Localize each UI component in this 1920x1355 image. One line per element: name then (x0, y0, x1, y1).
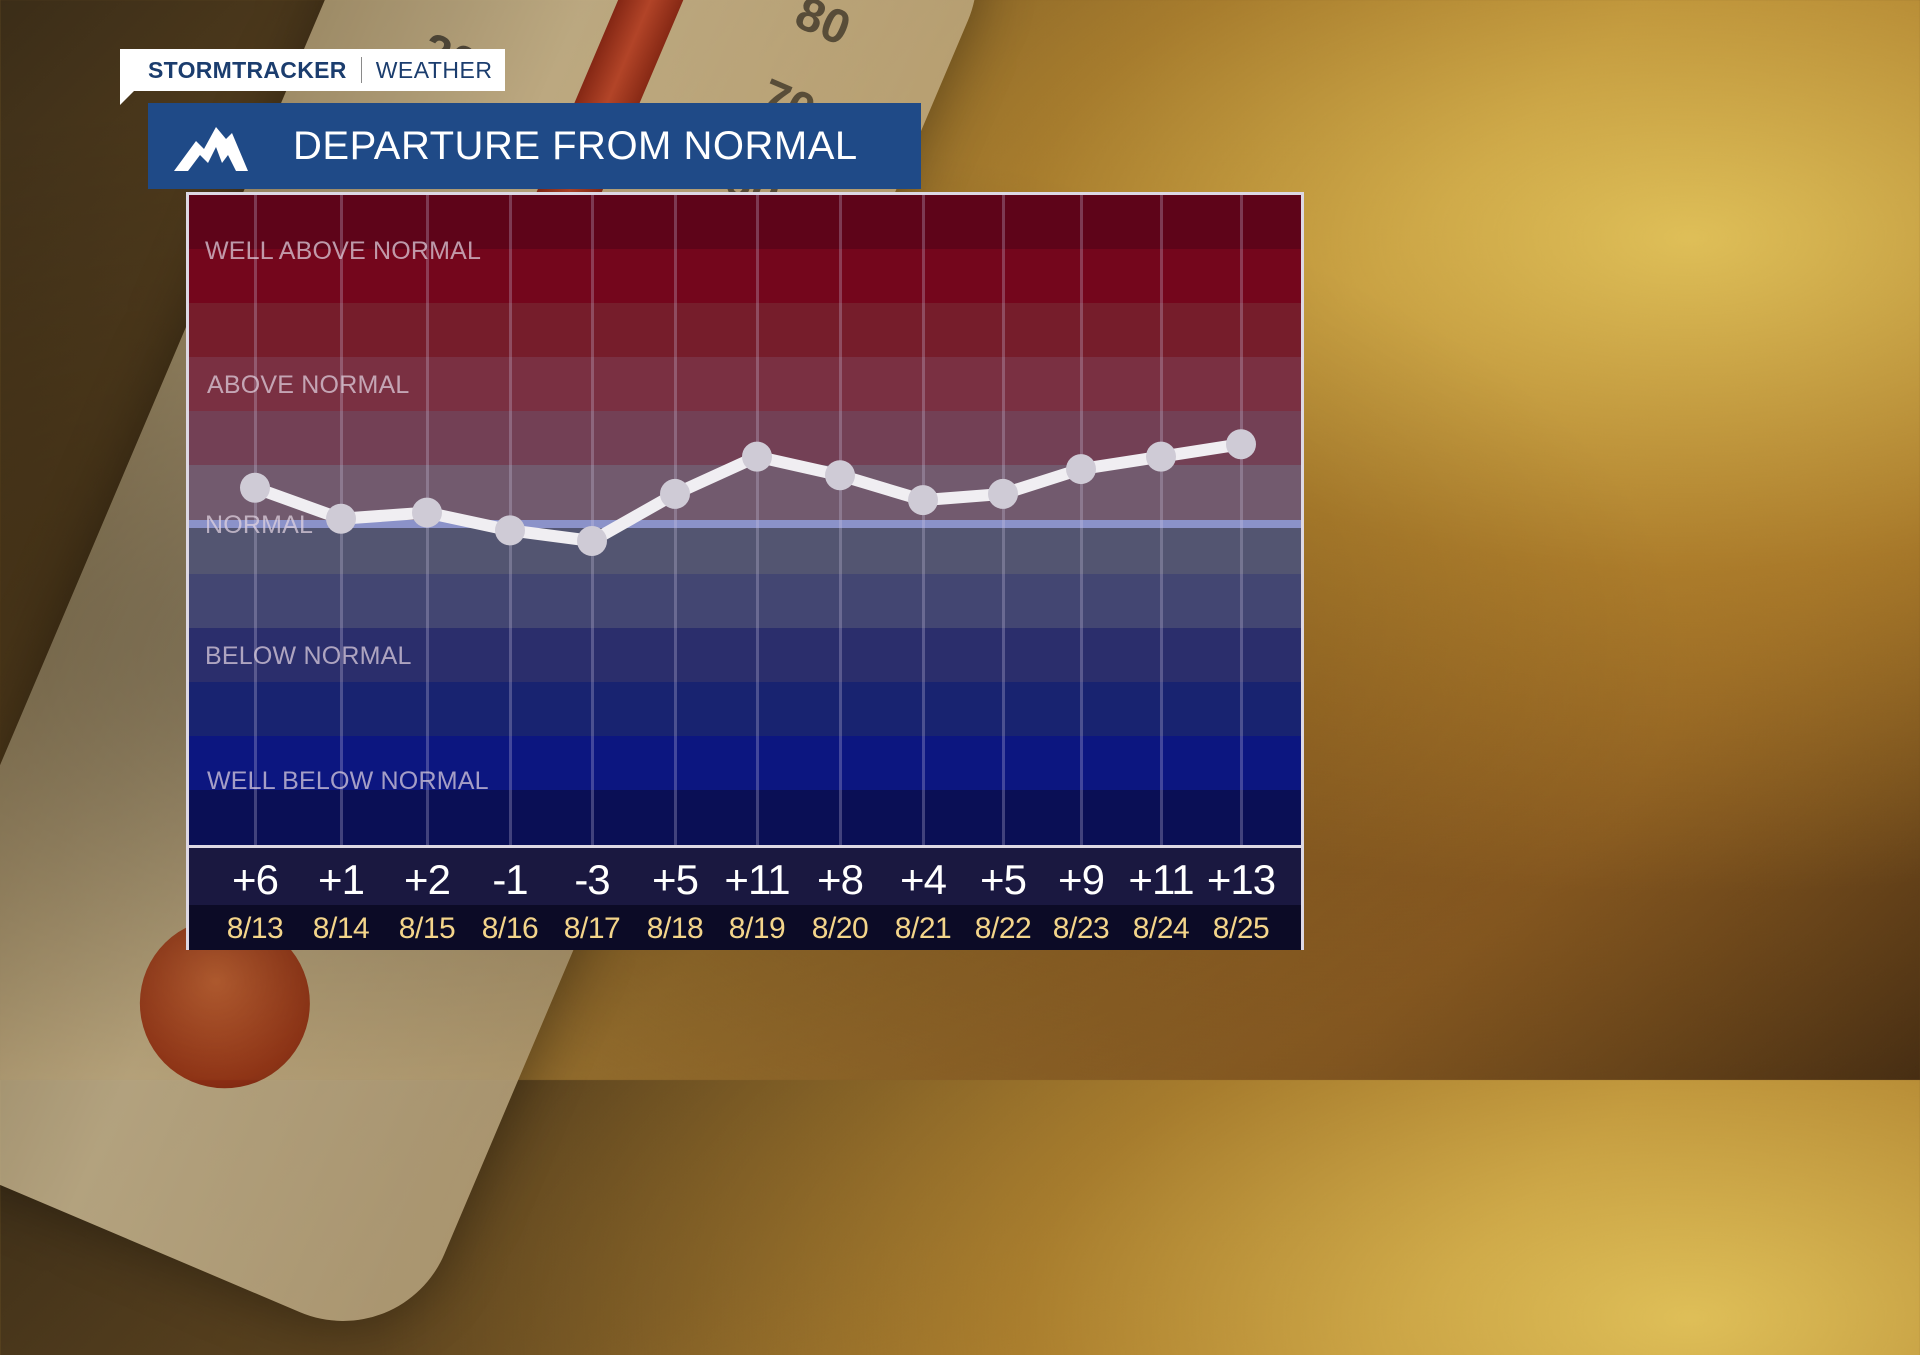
grid-line (1240, 195, 1243, 845)
chart-frame: WELL ABOVE NORMAL ABOVE NORMAL NORMAL BE… (186, 192, 1304, 950)
band-well-below (189, 736, 1301, 790)
band-label-above: ABOVE NORMAL (207, 371, 410, 399)
value-label: -1 (492, 856, 528, 903)
date-label: 8/21 (894, 912, 952, 945)
data-point-8-14 (326, 503, 356, 534)
data-point-8-16 (495, 515, 525, 546)
data-point-8-19 (742, 441, 772, 472)
value-label: +2 (404, 856, 451, 903)
date-label: 8/22 (974, 912, 1032, 945)
band-label-well-above: WELL ABOVE NORMAL (205, 237, 482, 265)
grid-line (674, 195, 677, 845)
mountain-logo-icon (174, 127, 248, 171)
plot-area: WELL ABOVE NORMAL ABOVE NORMAL NORMAL BE… (189, 195, 1301, 845)
date-label: 8/24 (1132, 912, 1190, 945)
value-label: +13 (1206, 856, 1276, 903)
band-below (189, 628, 1301, 682)
value-label: -3 (574, 856, 610, 903)
value-label: +8 (817, 856, 864, 903)
value-label: +11 (1128, 856, 1194, 903)
band-label-normal: NORMAL (205, 511, 314, 539)
line-chart (240, 429, 1256, 556)
date-label: 8/14 (312, 912, 370, 945)
value-label: +4 (900, 856, 947, 903)
date-strip (189, 905, 1301, 950)
date-label: 8/19 (728, 912, 786, 945)
value-label: +6 (232, 856, 279, 903)
grid-line (922, 195, 925, 845)
brand-tag-tail (120, 91, 134, 105)
value-label: +11 (724, 856, 790, 903)
band-well-above (189, 249, 1301, 303)
title-bar: DEPARTURE FROM NORMAL (148, 103, 921, 189)
value-label: +9 (1058, 856, 1105, 903)
band-label-well-below: WELL BELOW NORMAL (207, 767, 489, 795)
grid-line (1002, 195, 1005, 845)
chart-footer: +6 +1 +2 -1 -3 +5 +11 +8 +4 +5 +9 +11 +13 8/13 8/14 8/1… (189, 845, 1301, 950)
band-normal-lower (189, 520, 1301, 574)
date-label: 8/16 (481, 912, 539, 945)
data-point-8-25 (1226, 429, 1256, 460)
grid-line (1080, 195, 1083, 845)
band-label-below: BELOW NORMAL (205, 642, 412, 670)
data-point-8-17 (577, 526, 607, 556)
date-label: 8/23 (1052, 912, 1110, 945)
data-point-8-22 (988, 478, 1018, 509)
data-point-8-23 (1066, 454, 1096, 485)
brand-tag: STORMTRACKER WEATHER (120, 49, 505, 91)
date-label: 8/25 (1212, 912, 1270, 945)
date-label: 8/17 (563, 912, 621, 945)
data-point-8-21 (908, 485, 938, 516)
value-label: +5 (652, 856, 699, 903)
value-label: +5 (980, 856, 1027, 903)
page-title: DEPARTURE FROM NORMAL (293, 124, 858, 168)
band-below-high (189, 574, 1301, 628)
data-point-8-18 (660, 478, 690, 509)
data-point-8-24 (1146, 441, 1176, 472)
brand-subtitle: WEATHER (375, 56, 493, 83)
band-above-high (189, 303, 1301, 357)
band-above (189, 357, 1301, 411)
grid-line (1160, 195, 1163, 845)
data-point-8-20 (825, 460, 855, 491)
grid-line (839, 195, 842, 845)
band-below-low (189, 682, 1301, 736)
grid-line (591, 195, 594, 845)
date-label: 8/18 (646, 912, 704, 945)
value-label: +1 (318, 856, 365, 903)
date-label: 8/13 (226, 912, 284, 945)
brand-separator (360, 57, 362, 83)
data-point-8-15 (412, 497, 442, 528)
brand-name: STORMTRACKER (148, 56, 347, 83)
date-label: 8/15 (398, 912, 456, 945)
band-well-above-top (189, 195, 1301, 249)
date-label: 8/20 (811, 912, 869, 945)
band-well-below-bottom (189, 790, 1301, 845)
grid-line (254, 195, 257, 845)
grid-line (756, 195, 759, 845)
data-point-8-13 (240, 472, 270, 503)
normal-baseline (189, 520, 1301, 528)
